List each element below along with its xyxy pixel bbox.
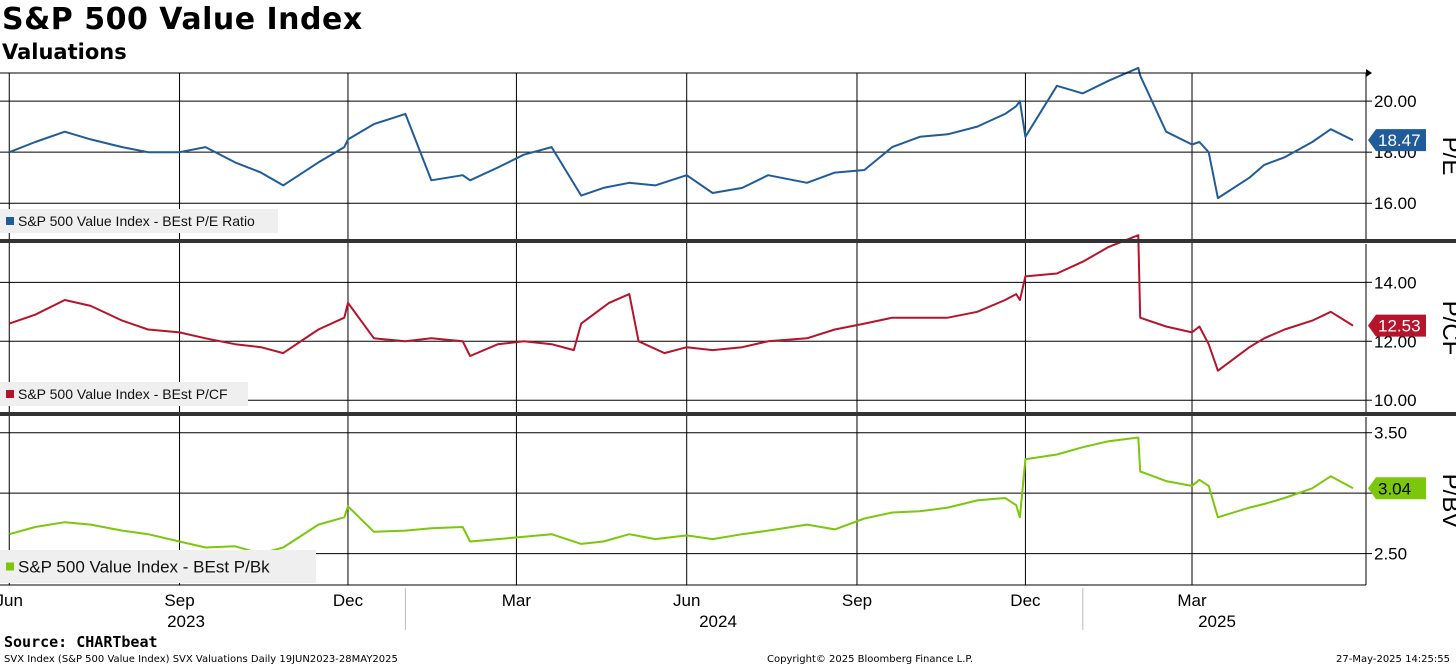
panel-separator bbox=[0, 239, 1456, 243]
y-tick-label: 3.50 bbox=[1374, 424, 1407, 443]
source-note: Source: CHARTbeat bbox=[4, 633, 158, 651]
x-tick-label: Mar bbox=[1177, 591, 1207, 610]
axis-label: P/BV bbox=[1437, 474, 1456, 529]
axis-label: P/E bbox=[1437, 137, 1456, 176]
x-tick-label: Mar bbox=[502, 591, 532, 610]
year-label: 2025 bbox=[1198, 612, 1236, 631]
x-tick-label: Jun bbox=[673, 591, 700, 610]
axis-label: P/CF bbox=[1437, 301, 1456, 356]
last-value-label: 12.53 bbox=[1378, 317, 1421, 336]
series-line bbox=[9, 436, 1354, 555]
legend-swatch bbox=[6, 217, 14, 225]
chart-title: S&P 500 Value Index bbox=[2, 2, 363, 37]
legend-label: S&P 500 Value Index - BEst P/E Ratio bbox=[18, 213, 255, 229]
y-tick-label: 20.00 bbox=[1374, 92, 1417, 111]
x-tick-label: Sep bbox=[842, 591, 872, 610]
series-line bbox=[8, 234, 1354, 372]
footer-timestamp: 27-May-2025 14:25:55 bbox=[1336, 654, 1450, 665]
legend-swatch bbox=[6, 562, 14, 571]
y-tick-label: 14.00 bbox=[1374, 273, 1417, 292]
legend-swatch bbox=[6, 390, 14, 398]
y-tick-label: 16.00 bbox=[1374, 194, 1417, 213]
legend-box bbox=[0, 382, 248, 406]
year-label: 2023 bbox=[167, 612, 205, 631]
legend-box bbox=[0, 550, 316, 583]
last-value-tag bbox=[1368, 129, 1426, 152]
x-tick-label: Sep bbox=[164, 591, 194, 610]
chart-subtitle: Valuations bbox=[2, 40, 127, 64]
panel-pcf: 10.00 12.00 14.00 12.53 P/CF S&P 500 Value In… bbox=[0, 234, 1456, 412]
series-line bbox=[8, 66, 1354, 200]
x-tick-label: Jun bbox=[0, 591, 23, 610]
footer-series-info: SVX Index (S&P 500 Value Index) SVX Valu… bbox=[4, 654, 398, 665]
panel-pbv: 2.50 3.50 3.04 P/BV S&P 500 Value Index - BE… bbox=[0, 417, 1456, 585]
y-tick-label: 2.50 bbox=[1374, 545, 1407, 564]
y-tick-label: 12.00 bbox=[1374, 332, 1417, 351]
legend-label: S&P 500 Value Index - BEst P/Bk bbox=[18, 558, 270, 577]
axis-arrow bbox=[1366, 69, 1372, 77]
footer-copyright: Copyright© 2025 Bloomberg Finance L.P. bbox=[767, 654, 974, 665]
x-tick-label: Dec bbox=[333, 591, 364, 610]
panel-separator bbox=[0, 412, 1456, 416]
last-value-label: 18.47 bbox=[1378, 131, 1421, 150]
last-value-tag bbox=[1368, 477, 1426, 500]
last-value-label: 3.04 bbox=[1378, 479, 1411, 498]
legend-label: S&P 500 Value Index - BEst P/CF bbox=[18, 386, 228, 402]
y-tick-label: 10.00 bbox=[1374, 391, 1417, 410]
year-label: 2024 bbox=[699, 612, 737, 631]
x-tick-label: Dec bbox=[1010, 591, 1041, 610]
legend-box bbox=[0, 209, 278, 233]
last-value-tag bbox=[1368, 314, 1426, 337]
